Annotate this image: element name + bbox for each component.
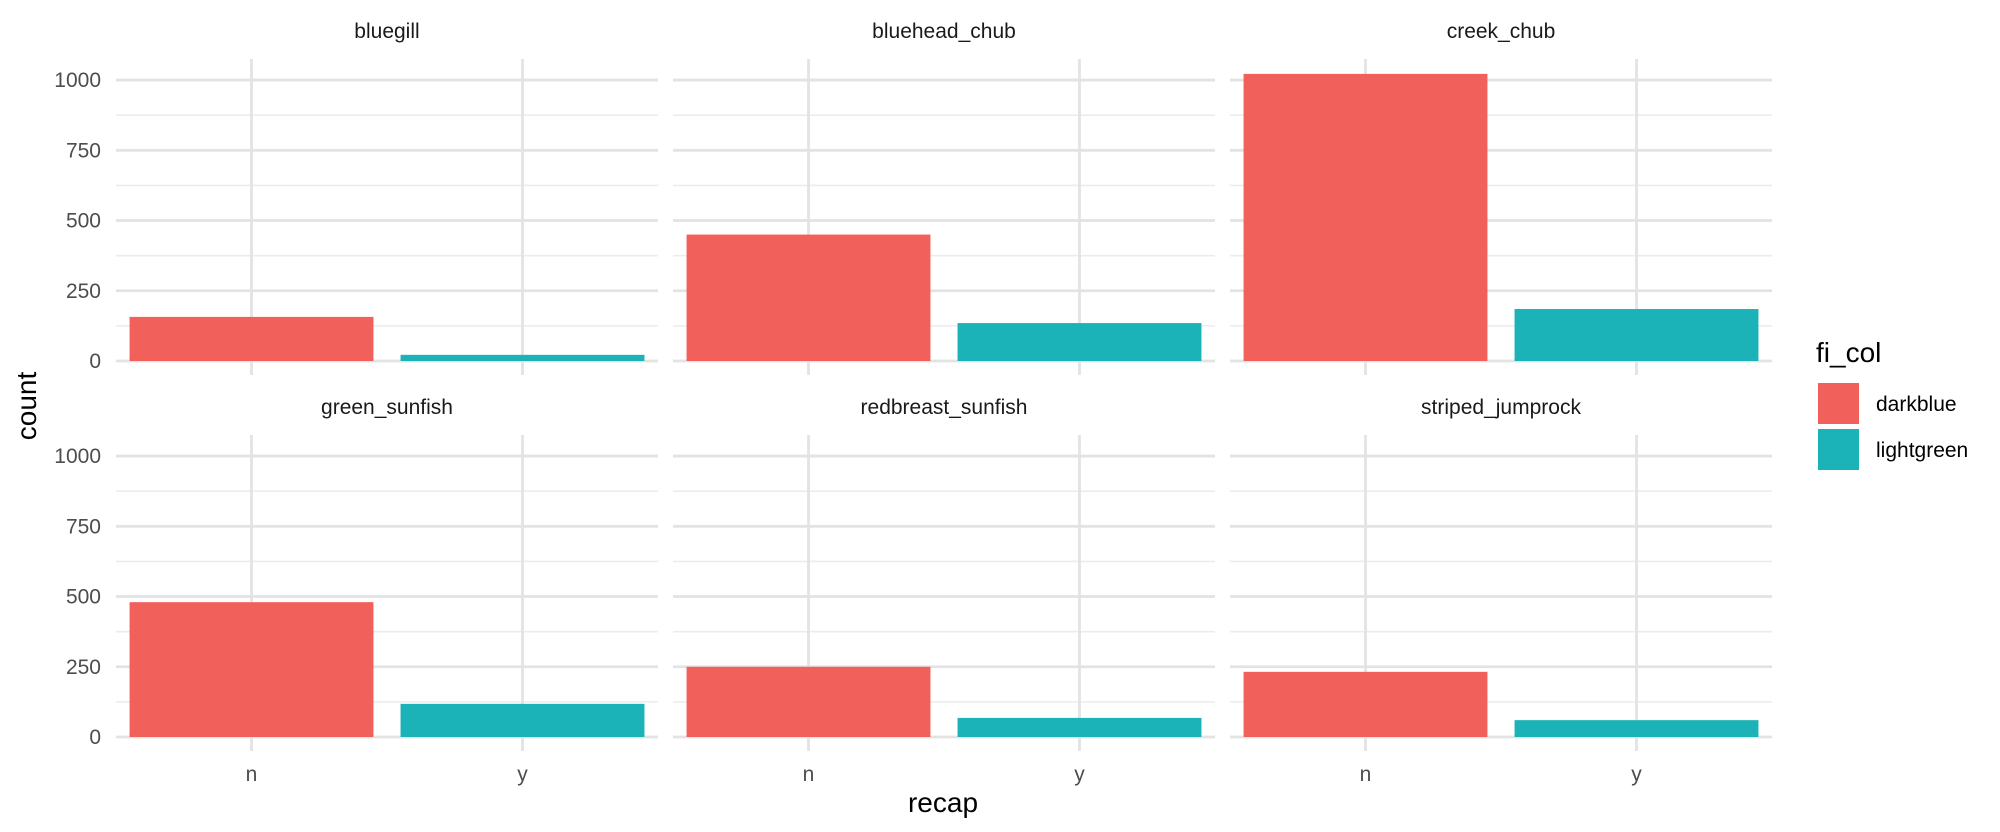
bar-bluegill-n <box>129 316 374 361</box>
bar-creek_chub-n <box>1243 73 1488 361</box>
panel-bluegill: bluegill 0 250 500 750 1000 <box>54 20 658 375</box>
bar-green_sunfish-y <box>400 703 645 737</box>
panel-title: redbreast_sunfish <box>861 396 1028 419</box>
bar-green_sunfish-n <box>129 602 374 737</box>
panel-title: bluehead_chub <box>872 20 1016 43</box>
bar-striped_jumprock-n <box>1243 671 1488 737</box>
y-tick-label: 250 <box>66 280 101 303</box>
bar-bluegill-y <box>400 354 645 361</box>
panel-title: bluegill <box>354 20 419 43</box>
legend: fi_col darkblue lightgreen <box>1816 337 1968 470</box>
x-tick-label: n <box>803 763 815 786</box>
bar-redbreast_sunfish-y <box>957 717 1202 737</box>
legend-key-lightgreen <box>1818 429 1859 470</box>
legend-label-darkblue: darkblue <box>1876 393 1957 416</box>
panel-bluehead_chub: bluehead_chub <box>673 20 1215 375</box>
panel-green_sunfish: green_sunfish 0 250 500 750 1000 n y <box>54 396 658 786</box>
legend-key-darkblue <box>1818 383 1859 424</box>
bar-bluehead_chub-n <box>686 234 931 361</box>
y-tick-label: 1000 <box>54 69 101 92</box>
panel-title: striped_jumprock <box>1421 396 1581 419</box>
x-tick-label: n <box>1360 763 1372 786</box>
y-tick-label: 0 <box>89 726 101 749</box>
y-tick-label: 750 <box>66 139 101 162</box>
y-tick-label: 250 <box>66 656 101 679</box>
bar-redbreast_sunfish-n <box>686 666 931 737</box>
panel-title: green_sunfish <box>321 396 453 419</box>
panel-creek_chub: creek_chub <box>1230 20 1772 375</box>
y-axis-title: count <box>11 372 42 441</box>
x-tick-label: y <box>1074 763 1085 786</box>
panel-title: creek_chub <box>1447 20 1556 43</box>
x-tick-label: y <box>1631 763 1642 786</box>
y-tick-label: 500 <box>66 586 101 609</box>
y-tick-label: 750 <box>66 515 101 538</box>
x-axis-title: recap <box>908 787 978 818</box>
legend-title: fi_col <box>1816 337 1881 368</box>
bar-bluehead_chub-y <box>957 323 1202 361</box>
x-tick-label: y <box>517 763 528 786</box>
y-tick-label: 0 <box>89 350 101 373</box>
y-tick-label: 1000 <box>54 445 101 468</box>
bar-creek_chub-y <box>1514 309 1759 361</box>
facet-panels: bluegill 0 250 500 750 1000 bluehead_chub creek… <box>54 20 1772 786</box>
bar-striped_jumprock-y <box>1514 720 1759 737</box>
y-tick-label: 500 <box>66 210 101 233</box>
x-tick-label: n <box>246 763 258 786</box>
legend-label-lightgreen: lightgreen <box>1876 439 1968 462</box>
